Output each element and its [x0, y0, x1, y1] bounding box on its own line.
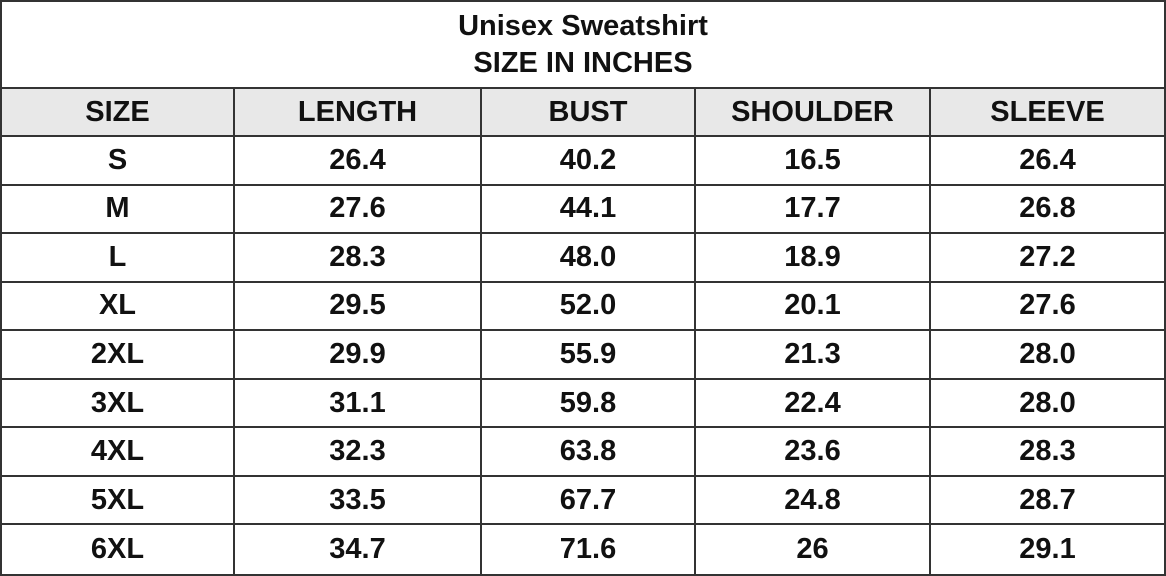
measurement: 31.1	[235, 379, 482, 429]
measurement: 71.6	[482, 525, 696, 574]
size-label: S	[2, 137, 235, 186]
header-cell: SLEEVE	[931, 89, 1164, 137]
measurement: 48.0	[482, 234, 696, 283]
measurement: 28.0	[931, 380, 1164, 429]
measurement: 40.2	[482, 137, 696, 186]
header-cell: BUST	[482, 89, 696, 137]
measurement: 17.7	[696, 185, 931, 235]
measurement: 29.9	[235, 331, 482, 380]
size-label: XL	[2, 282, 235, 332]
measurement: 20.1	[696, 282, 931, 332]
measurement: 28.3	[235, 234, 482, 283]
measurement: 23.6	[696, 428, 931, 477]
size-label: 6XL	[2, 525, 235, 574]
measurement: 33.5	[235, 476, 482, 526]
measurement: 26	[696, 525, 931, 574]
measurement: 52.0	[482, 282, 696, 332]
measurement: 22.4	[696, 379, 931, 429]
measurement: 32.3	[235, 428, 482, 477]
measurement: 26.4	[931, 137, 1164, 186]
measurement: 55.9	[482, 331, 696, 380]
measurement: 16.5	[696, 137, 931, 186]
measurement: 21.3	[696, 331, 931, 380]
title: Unisex Sweatshirt	[458, 9, 708, 42]
measurement: 44.1	[482, 185, 696, 235]
subtitle: SIZE IN INCHES	[473, 46, 693, 79]
size-label: M	[2, 185, 235, 235]
measurement: 24.8	[696, 476, 931, 526]
measurement: 28.3	[931, 428, 1164, 477]
size-label: 2XL	[2, 331, 235, 380]
measurement: 59.8	[482, 379, 696, 429]
size-table: SIZE LENGTH BUST SHOULDER SLEEVE S 26.4 40.2 16.…	[2, 89, 1164, 574]
size-label: 5XL	[2, 476, 235, 526]
measurement: 67.7	[482, 476, 696, 526]
size-label: 4XL	[2, 428, 235, 477]
header-cell: SIZE	[2, 89, 235, 137]
measurement: 18.9	[696, 234, 931, 283]
measurement: 63.8	[482, 428, 696, 477]
header-cell: LENGTH	[235, 89, 482, 137]
measurement: 27.6	[235, 185, 482, 235]
title-block: Unisex Sweatshirt SIZE IN INCHES	[2, 2, 1164, 89]
measurement: 27.6	[931, 283, 1164, 332]
measurement: 29.5	[235, 282, 482, 332]
size-label: L	[2, 234, 235, 283]
measurement: 34.7	[235, 525, 482, 574]
header-cell: SHOULDER	[696, 89, 931, 137]
measurement: 28.7	[931, 477, 1164, 526]
measurement: 28.0	[931, 331, 1164, 380]
measurement: 26.4	[235, 137, 482, 186]
size-label: 3XL	[2, 379, 235, 429]
measurement: 27.2	[931, 234, 1164, 283]
measurement: 26.8	[931, 186, 1164, 235]
measurement: 29.1	[1019, 533, 1076, 566]
